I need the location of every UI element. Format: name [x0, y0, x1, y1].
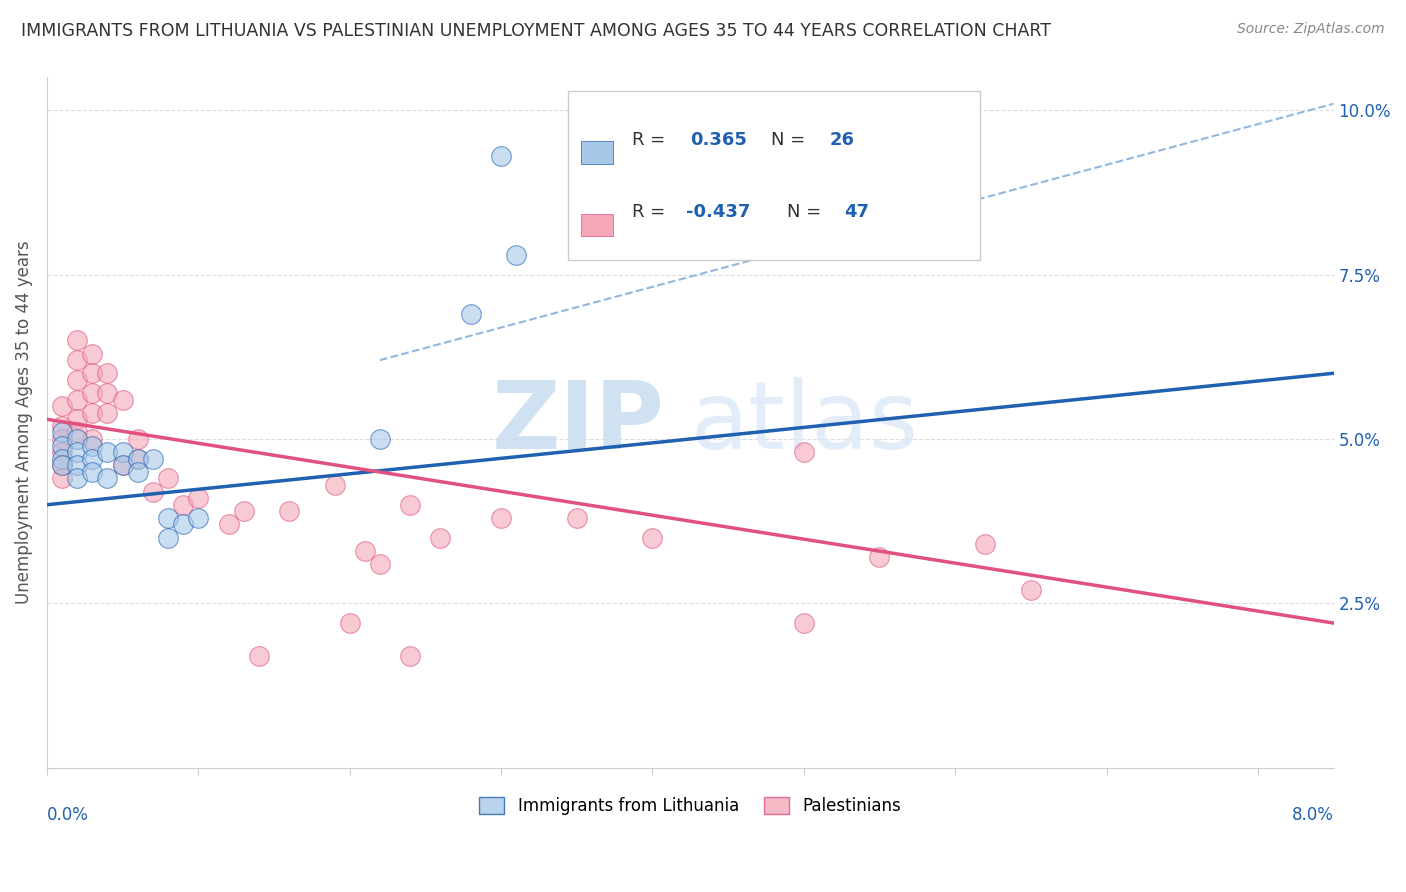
Legend: Immigrants from Lithuania, Palestinians: Immigrants from Lithuania, Palestinians [472, 790, 908, 822]
Point [51, 445, 73, 459]
FancyBboxPatch shape [581, 141, 613, 164]
Point [51, 432, 73, 446]
Point [156, 471, 179, 485]
Point [142, 484, 165, 499]
Point [82, 439, 104, 453]
Point [1019, 583, 1042, 598]
Text: R =: R = [633, 130, 671, 149]
Point [82, 432, 104, 446]
Text: -0.437: -0.437 [686, 203, 751, 221]
Point [66, 471, 89, 485]
Point [505, 248, 527, 262]
Text: 0.365: 0.365 [690, 130, 747, 149]
Point [187, 491, 209, 505]
Text: N =: N = [787, 203, 827, 221]
Point [247, 648, 270, 663]
Point [51, 418, 73, 433]
Point [82, 465, 104, 479]
Text: atlas: atlas [690, 376, 918, 468]
Point [51, 451, 73, 466]
Text: IMMIGRANTS FROM LITHUANIA VS PALESTINIAN UNEMPLOYMENT AMONG AGES 35 TO 44 YEARS : IMMIGRANTS FROM LITHUANIA VS PALESTINIAN… [21, 22, 1052, 40]
Point [82, 406, 104, 420]
Point [51, 399, 73, 413]
Text: Source: ZipAtlas.com: Source: ZipAtlas.com [1237, 22, 1385, 37]
Point [974, 537, 997, 551]
Point [96, 386, 118, 401]
Point [187, 511, 209, 525]
Point [232, 504, 254, 518]
Point [111, 458, 134, 473]
Point [51, 458, 73, 473]
Point [96, 471, 118, 485]
Point [82, 366, 104, 380]
Point [399, 648, 422, 663]
Point [142, 451, 165, 466]
Point [172, 498, 194, 512]
Point [51, 471, 73, 485]
Point [66, 412, 89, 426]
Point [127, 451, 149, 466]
Point [218, 517, 240, 532]
Point [339, 616, 361, 631]
Point [429, 531, 451, 545]
Point [66, 425, 89, 440]
Point [51, 439, 73, 453]
Point [353, 543, 375, 558]
Point [66, 432, 89, 446]
Point [278, 504, 301, 518]
Y-axis label: Unemployment Among Ages 35 to 44 years: Unemployment Among Ages 35 to 44 years [15, 241, 32, 605]
Point [399, 498, 422, 512]
Text: N =: N = [772, 130, 811, 149]
Point [111, 445, 134, 459]
Point [66, 458, 89, 473]
Point [66, 334, 89, 348]
Point [127, 432, 149, 446]
Point [66, 373, 89, 387]
Point [96, 445, 118, 459]
FancyBboxPatch shape [568, 91, 980, 260]
Point [82, 451, 104, 466]
Point [66, 392, 89, 407]
Point [793, 445, 815, 459]
Point [641, 531, 664, 545]
Point [869, 550, 891, 565]
Point [565, 511, 588, 525]
Text: 47: 47 [845, 203, 870, 221]
Text: ZIP: ZIP [492, 376, 665, 468]
Point [368, 557, 391, 571]
Point [127, 465, 149, 479]
Text: R =: R = [633, 203, 671, 221]
Point [96, 366, 118, 380]
Point [460, 307, 482, 321]
Point [489, 511, 512, 525]
Point [51, 425, 73, 440]
Point [51, 458, 73, 473]
Point [793, 616, 815, 631]
Point [323, 478, 346, 492]
Text: 0.0%: 0.0% [46, 805, 89, 823]
Point [96, 406, 118, 420]
Text: 26: 26 [830, 130, 855, 149]
Text: 8.0%: 8.0% [1292, 805, 1334, 823]
Point [156, 511, 179, 525]
Point [66, 445, 89, 459]
Point [172, 517, 194, 532]
Point [66, 353, 89, 368]
Point [127, 451, 149, 466]
Point [111, 392, 134, 407]
FancyBboxPatch shape [581, 214, 613, 236]
Point [368, 432, 391, 446]
Point [489, 149, 512, 163]
Point [156, 531, 179, 545]
Point [82, 386, 104, 401]
Point [82, 346, 104, 360]
Point [111, 458, 134, 473]
